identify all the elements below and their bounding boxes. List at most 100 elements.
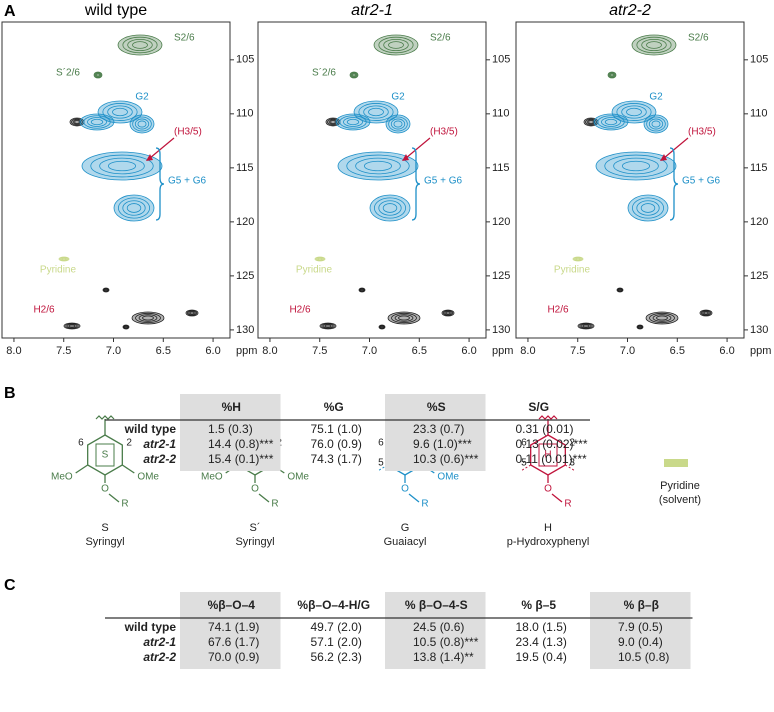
contour	[637, 325, 643, 329]
peak-label: G5 + G6	[168, 176, 207, 187]
y-tick-label: 130	[236, 324, 254, 336]
column-shade	[180, 592, 281, 669]
bond	[258, 493, 270, 503]
contour	[132, 41, 148, 49]
contour	[188, 310, 196, 316]
contour	[622, 160, 651, 172]
contour	[391, 312, 417, 324]
y-tick-label: 110	[492, 108, 510, 120]
y-tick-label: 110	[236, 108, 254, 120]
y-tick-label: 105	[492, 54, 510, 66]
contour	[444, 310, 452, 316]
row-label: atr2-2	[143, 452, 176, 466]
contour	[621, 105, 647, 119]
peak-label: G2	[135, 92, 149, 103]
peak-label: G5 + G6	[682, 176, 721, 187]
contour	[95, 72, 101, 78]
contour	[363, 105, 389, 119]
contour	[103, 288, 109, 292]
contour	[604, 154, 668, 178]
bond	[551, 493, 563, 503]
contour	[604, 118, 618, 126]
contour	[59, 257, 69, 261]
contour	[373, 197, 406, 219]
brace	[411, 147, 421, 221]
arrow-head	[146, 154, 153, 161]
panel-title: wild type	[84, 2, 147, 19]
peak-label: S2/6	[688, 33, 709, 44]
atom-number: 2	[126, 438, 132, 449]
contour	[588, 120, 594, 124]
peak-label: (H3/5)	[430, 127, 458, 138]
x-tick-label: 7.0	[362, 345, 377, 357]
contour	[61, 257, 67, 261]
atom-number: 6	[378, 438, 384, 449]
x-tick-label: 8.0	[262, 345, 277, 357]
contour	[102, 103, 138, 121]
table-cell: 75.1 (1.0)	[311, 422, 362, 436]
column-header: %β–O–4	[208, 598, 256, 612]
ring-inner	[95, 443, 115, 467]
contour	[608, 72, 616, 78]
peak-label: H2/6	[547, 305, 569, 316]
contour	[398, 315, 410, 321]
peak-label: G2	[649, 92, 663, 103]
contour	[649, 312, 675, 324]
column-header: S/G	[528, 400, 549, 414]
column-header: %S	[427, 400, 446, 414]
contour	[641, 39, 667, 52]
structure-code: S	[101, 522, 108, 534]
atom-label: O	[401, 484, 409, 495]
contour	[112, 107, 128, 117]
peak-label: Pyridine	[554, 265, 591, 276]
solvent-note: (solvent)	[659, 494, 701, 506]
structure-name: Guaiacyl	[384, 536, 427, 548]
arrow	[663, 137, 689, 159]
arrow-head	[402, 154, 409, 161]
contour	[643, 114, 669, 134]
table-cell: 13.8 (1.4)**	[413, 650, 474, 664]
contour	[72, 119, 82, 125]
y-tick-label: 105	[750, 54, 768, 66]
structure-name: Syringyl	[85, 536, 124, 548]
structure-name: p-Hydroxyphenyl	[507, 536, 590, 548]
contour	[63, 322, 81, 330]
ring-letter: S	[102, 450, 109, 461]
y-tick-label: 115	[492, 162, 510, 174]
contour	[74, 120, 80, 124]
table-cell: 49.7 (2.0)	[311, 620, 362, 634]
bond	[108, 493, 120, 503]
contour	[573, 257, 583, 261]
y-tick-label: 115	[750, 162, 768, 174]
contour	[108, 160, 137, 172]
contour	[126, 203, 142, 213]
contour	[627, 194, 669, 222]
contour	[378, 200, 402, 216]
contour	[132, 116, 152, 132]
axis-unit: ppm	[750, 345, 771, 357]
contour	[122, 36, 158, 54]
solvent-swatch	[664, 459, 688, 467]
contour	[330, 120, 336, 124]
spectrum-frame	[515, 21, 745, 339]
contour	[577, 322, 595, 330]
peak-label: S´2/6	[312, 67, 336, 79]
table-cell: 74.3 (1.7)	[311, 452, 362, 466]
atom-number: 5	[521, 458, 527, 469]
contour	[369, 194, 411, 222]
contour	[324, 324, 332, 328]
contour	[359, 288, 365, 292]
contour	[631, 34, 677, 56]
x-tick-label: 6.0	[461, 345, 476, 357]
contour	[593, 113, 629, 131]
table-cell: 23.3 (0.7)	[413, 422, 464, 436]
contour	[586, 119, 596, 125]
contour	[379, 325, 385, 329]
table-cell: 0.31 (0.01)	[516, 422, 574, 436]
column-header: %G	[324, 400, 344, 414]
atom-label: MeO	[201, 472, 223, 483]
ring-letter: H	[544, 450, 551, 461]
contour	[652, 314, 672, 322]
brace	[155, 147, 165, 221]
